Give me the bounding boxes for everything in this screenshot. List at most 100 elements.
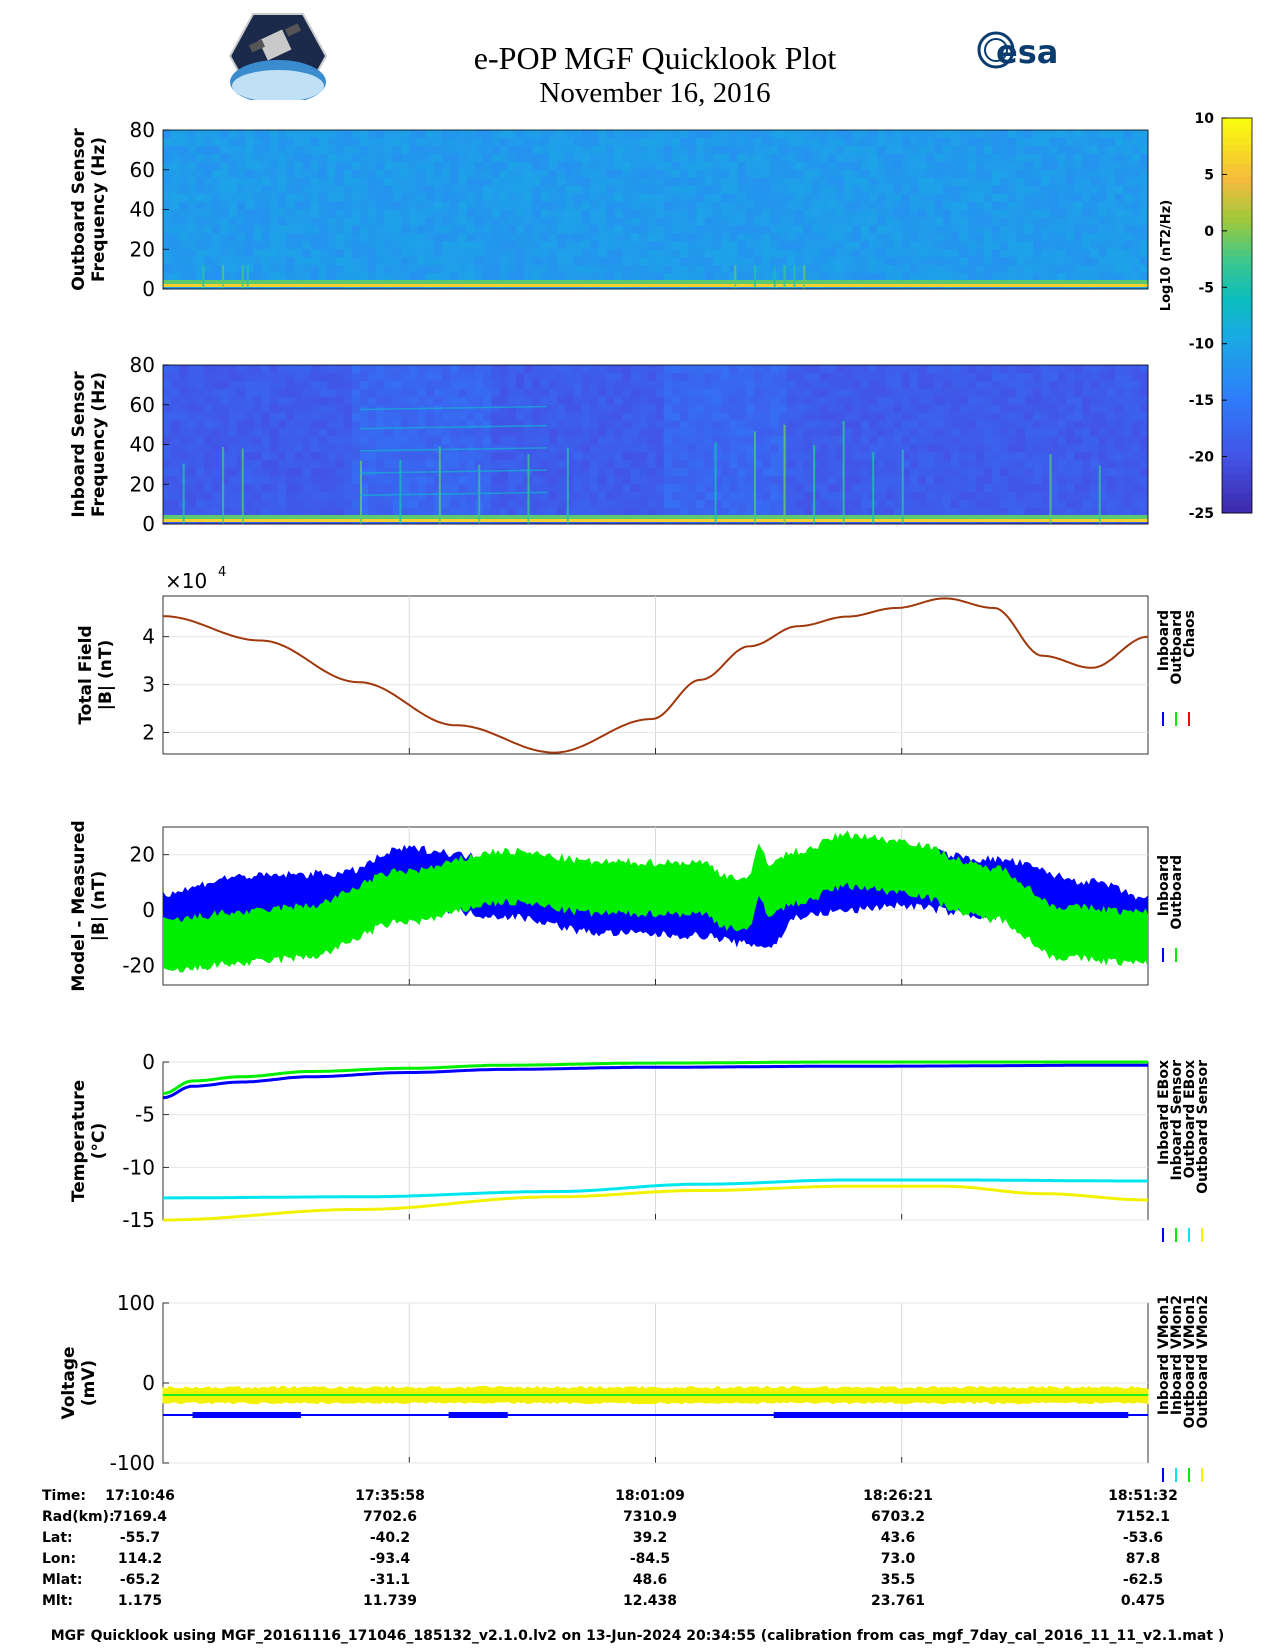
outboard-spectrogram-cell: [795, 265, 804, 274]
outboard-spectrogram-cell: [1106, 233, 1116, 242]
inboard-spectrogram-cell: [515, 508, 525, 517]
inboard-spectrogram-cell: [417, 365, 427, 374]
total-field-exponent-base: ×10: [165, 569, 207, 593]
colorbar-step: [1222, 289, 1252, 297]
outboard-spectrogram-cell: [1041, 177, 1050, 187]
outboard-spectrogram-cell: [573, 201, 583, 210]
outboard-spectrogram-cell: [795, 137, 804, 147]
outboard-spectrogram-cell: [795, 257, 804, 266]
inboard-spectrogram-cell: [639, 404, 648, 414]
inboard-spectrogram-cell: [630, 428, 640, 437]
inboard-spectrogram-cell: [803, 380, 812, 390]
outboard-spectrogram-cell: [745, 217, 755, 226]
outboard-spectrogram-cell: [507, 217, 517, 226]
inboard-spectrogram-cell: [934, 460, 944, 469]
outboard-spectrogram-cell: [573, 249, 583, 258]
inboard-spectrogram-cell: [327, 420, 336, 429]
outboard-spectrogram-cell: [236, 257, 246, 266]
outboard-spectrogram-cell: [318, 145, 328, 155]
inboard-spectrogram-cell: [507, 436, 517, 445]
outboard-spectrogram-cell: [204, 193, 213, 202]
inboard-spectrogram-cell: [786, 388, 796, 398]
outboard-spectrogram-cell: [721, 185, 730, 194]
outboard-spectrogram-cell: [934, 137, 944, 147]
outboard-spectrogram-cell: [228, 249, 238, 258]
inboard-spectrogram-cell: [245, 460, 254, 469]
inboard-spectrogram-cell: [286, 365, 295, 374]
outboard-spectrogram-cell: [1106, 241, 1116, 250]
outboard-spectrogram-cell: [762, 249, 771, 258]
inboard-spectrogram-cell: [1033, 492, 1042, 501]
inboard-spectrogram-cell: [1074, 372, 1083, 382]
inboard-spectrogram-cell: [934, 365, 944, 374]
inboard-spectrogram-cell: [1074, 436, 1083, 445]
inboard-spectrogram-cell: [269, 404, 279, 414]
outboard-spectrogram-cell: [655, 145, 665, 155]
inboard-spectrogram-cell: [302, 388, 312, 398]
outboard-spectrogram-cell: [819, 161, 829, 171]
inboard-spectrogram-cell: [557, 460, 566, 469]
outboard-spectrogram-cell: [548, 201, 558, 210]
inboard-spectrogram-cell: [450, 396, 459, 406]
outboard-spectrogram-cell: [729, 169, 738, 179]
inboard-spectrogram-cell: [1106, 396, 1116, 406]
outboard-spectrogram-cell: [1024, 130, 1034, 139]
outboard-spectrogram-cell: [655, 249, 665, 258]
outboard-spectrogram-cell: [466, 153, 476, 163]
inboard-spectrogram-cell: [532, 372, 541, 382]
outboard-spectrogram-cell: [163, 225, 172, 234]
outboard-spectrogram-cell: [557, 249, 566, 258]
outboard-spectrogram-cell: [852, 273, 862, 282]
outboard-spectrogram-cell: [318, 169, 328, 179]
outboard-spectrogram-cell: [302, 161, 312, 171]
inboard-spectrogram-cell: [893, 436, 903, 445]
outboard-spectrogram-cell: [524, 225, 533, 234]
outboard-spectrogram-cell: [1082, 177, 1091, 187]
inboard-spectrogram-cell: [983, 365, 993, 374]
outboard-spectrogram-cell: [195, 225, 205, 234]
inboard-spectrogram-cell: [302, 468, 312, 477]
outboard-spectrogram-cell: [515, 249, 525, 258]
inboard-spectrogram-cell: [811, 476, 821, 485]
inboard-spectrogram-cell: [581, 500, 591, 509]
outboard-spectrogram-cell: [236, 209, 246, 218]
inboard-spectrogram-cell: [286, 492, 295, 501]
outboard-spectrogram-cell: [1000, 201, 1009, 210]
outboard-spectrogram-cell: [302, 241, 312, 250]
outboard-spectrogram-cell: [786, 130, 796, 139]
outboard-spectrogram-cell: [483, 153, 492, 163]
outboard-spectrogram-cell: [926, 145, 935, 155]
inboard-spectrogram-cell: [1098, 508, 1108, 517]
inboard-spectrogram-cell: [770, 444, 780, 453]
outboard-spectrogram-cell: [967, 137, 977, 147]
outboard-spectrogram-cell: [975, 145, 985, 155]
inboard-spectrogram-cell: [877, 436, 886, 445]
inboard-spectrogram-cell: [277, 452, 287, 461]
outboard-spectrogram-cell: [450, 257, 459, 266]
outboard-spectrogram-cell: [827, 273, 837, 282]
inboard-spectrogram-cell: [450, 500, 459, 509]
outboard-spectrogram-cell: [860, 217, 870, 226]
inboard-spectrogram-cell: [696, 388, 706, 398]
inboard-spectrogram-cell: [401, 436, 410, 445]
outboard-spectrogram-cell: [819, 225, 829, 234]
inboard-spectrogram-cell: [877, 365, 886, 374]
outboard-spectrogram-cell: [442, 257, 451, 266]
outboard-spectrogram-cell: [622, 273, 632, 282]
inboard-spectrogram-cell: [1016, 396, 1026, 406]
inboard-spectrogram-cell: [474, 396, 484, 406]
outboard-spectrogram-cell: [868, 273, 878, 282]
outboard-spectrogram-cell: [1041, 153, 1050, 163]
outboard-spectrogram-cell: [729, 177, 738, 187]
outboard-spectrogram-cell: [967, 233, 977, 242]
inboard-spectrogram-cell: [606, 444, 615, 453]
inboard-spectrogram-cell: [1057, 508, 1067, 517]
outboard-spectrogram-cell: [844, 233, 853, 242]
outboard-spectrogram-cell: [967, 185, 977, 194]
inboard-spectrogram-cell: [598, 372, 607, 382]
inboard-spectrogram-cell: [368, 476, 377, 485]
outboard-spectrogram-cell: [483, 201, 492, 210]
outboard-spectrogram-cell: [647, 193, 656, 202]
outboard-spectrogram-cell: [598, 209, 607, 218]
inboard-spectrogram-cell: [1057, 388, 1067, 398]
